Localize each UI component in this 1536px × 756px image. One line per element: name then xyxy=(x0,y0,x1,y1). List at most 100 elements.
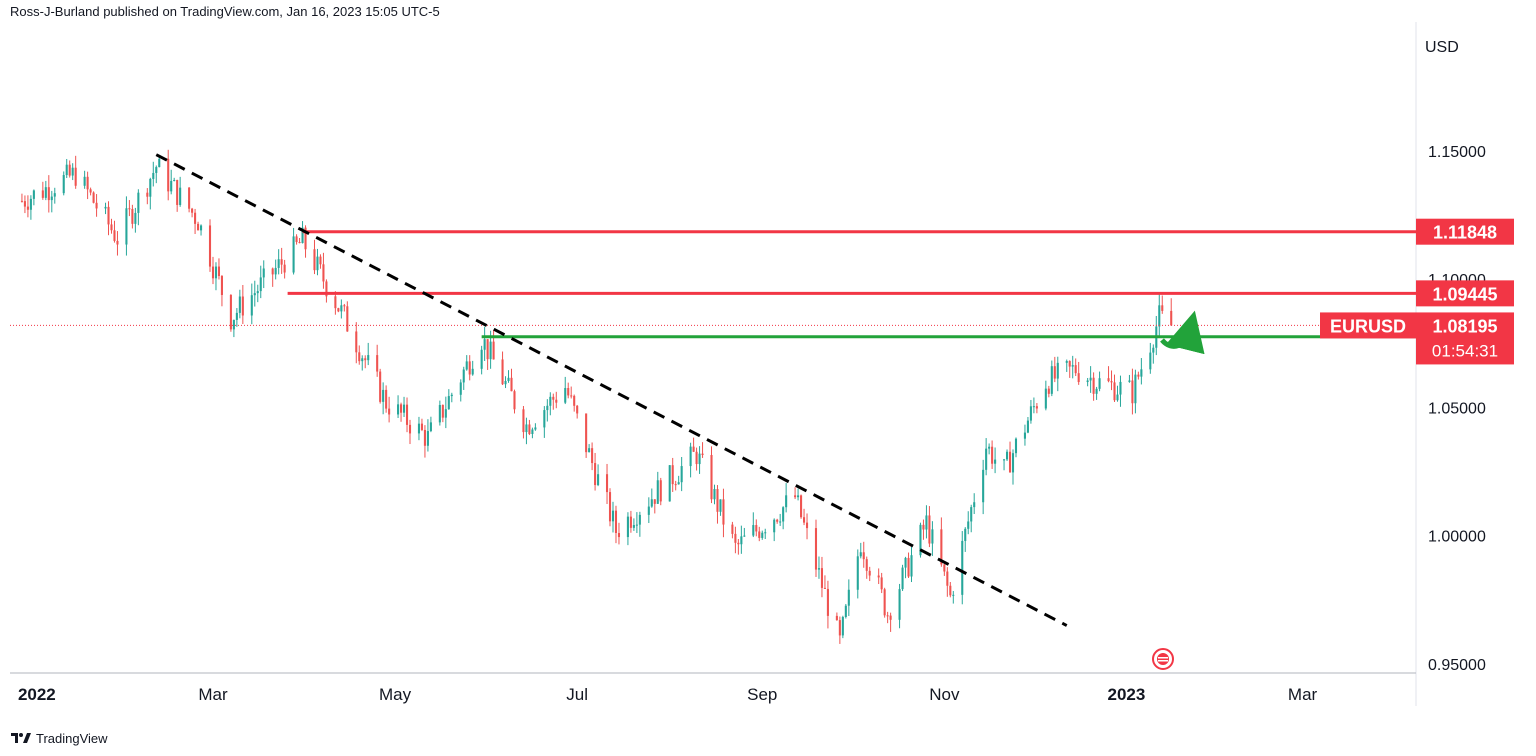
candle-body xyxy=(1086,380,1089,383)
candle-body xyxy=(23,201,26,207)
candle-body xyxy=(1110,381,1113,383)
candle-body xyxy=(235,312,238,320)
x-tick-label: Mar xyxy=(1288,685,1318,704)
candle-body xyxy=(525,424,528,433)
bar-countdown-label: 01:54:31 xyxy=(1432,341,1498,360)
candle-body xyxy=(543,410,546,428)
candle-body xyxy=(41,190,44,198)
candle-body xyxy=(92,192,95,203)
candle-body xyxy=(217,266,221,277)
resistance-2-tag xyxy=(1416,280,1514,307)
x-tick-label: May xyxy=(379,685,412,704)
candle-body xyxy=(886,615,889,617)
candle-body xyxy=(149,178,152,197)
downtrend-line[interactable] xyxy=(155,153,1068,627)
candle-body xyxy=(340,305,343,312)
candle-body xyxy=(32,190,35,199)
candle-body xyxy=(113,230,116,241)
candle-body xyxy=(20,200,23,202)
candle-body xyxy=(450,394,453,397)
candle-body xyxy=(1026,420,1029,433)
candle-body xyxy=(194,212,197,224)
candle-body xyxy=(420,423,423,430)
candle-body xyxy=(211,266,215,279)
candle-body xyxy=(462,369,465,383)
candle-body xyxy=(605,474,609,493)
candle-body xyxy=(680,466,683,483)
candle-body xyxy=(752,525,755,536)
horizontal-levels-layer xyxy=(10,230,1416,339)
candle-body xyxy=(220,276,223,295)
candle-body xyxy=(438,405,441,423)
candle-body xyxy=(943,564,946,572)
candle-body xyxy=(1005,451,1009,460)
candle-body xyxy=(668,465,671,502)
candle-body xyxy=(1071,365,1074,367)
candle-body xyxy=(564,388,567,403)
candle-body xyxy=(256,291,259,294)
candle-body xyxy=(677,482,680,485)
candle-body xyxy=(1134,374,1137,404)
candle-body xyxy=(271,268,274,275)
candle-body xyxy=(167,158,170,192)
publisher-caption: Ross-J-Burland published on TradingView.… xyxy=(10,4,440,19)
candle-body xyxy=(253,293,256,296)
candle-body xyxy=(1158,305,1161,327)
candle-body xyxy=(1098,378,1101,389)
candle-body xyxy=(188,187,191,209)
candle-body xyxy=(110,224,113,231)
candle-body xyxy=(823,587,826,589)
candle-body xyxy=(626,516,629,538)
candle-body xyxy=(847,589,850,606)
candle-body xyxy=(259,277,262,292)
candle-body xyxy=(1044,388,1047,409)
candle-body xyxy=(423,429,426,446)
resistance-2-tag-label: 1.09445 xyxy=(1432,284,1497,304)
candle-body xyxy=(241,296,244,316)
candle-body xyxy=(889,615,892,620)
candle-body xyxy=(743,535,746,537)
candle-body xyxy=(856,556,859,590)
candle-body xyxy=(486,339,489,360)
us-flag-event-icon[interactable] xyxy=(1152,648,1174,670)
current-price-tag xyxy=(1416,312,1514,365)
candle-body xyxy=(95,202,98,209)
candle-body xyxy=(629,516,632,528)
candle-body xyxy=(158,158,161,168)
candle-body xyxy=(1008,451,1012,473)
candle-body xyxy=(552,396,555,400)
candle-body xyxy=(125,208,128,245)
candle-body xyxy=(137,192,140,213)
candle-body xyxy=(1068,361,1071,367)
candle-body xyxy=(919,524,922,556)
candle-body xyxy=(274,267,277,275)
footer: TradingView xyxy=(10,728,108,748)
candle-body xyxy=(465,361,468,370)
candle-body xyxy=(319,256,322,265)
candle-body xyxy=(408,424,412,434)
candle-body xyxy=(650,499,653,507)
candle-body xyxy=(1140,369,1143,377)
candle-body xyxy=(865,559,868,571)
candle-body xyxy=(1095,388,1098,394)
candle-body xyxy=(382,389,385,402)
candle-body xyxy=(910,555,913,577)
candle-body xyxy=(152,172,155,179)
y-tick-label: 1.05000 xyxy=(1428,400,1486,417)
x-tick-label: 2022 xyxy=(18,685,56,704)
candle-body xyxy=(513,391,516,410)
time-axis[interactable]: 2022 Mar May Jul Sep Nov 2023 Mar xyxy=(18,685,1318,704)
candle-body xyxy=(173,179,176,181)
y-tick-label: 1.00000 xyxy=(1428,529,1486,546)
candle-body xyxy=(776,519,779,522)
candle-body xyxy=(573,395,576,406)
candle-body xyxy=(379,371,382,402)
candle-body xyxy=(397,404,400,415)
candle-body xyxy=(755,525,758,532)
candle-body xyxy=(576,405,579,414)
candle-body xyxy=(674,484,677,486)
candle-body xyxy=(301,227,304,244)
candle-body xyxy=(591,448,594,464)
